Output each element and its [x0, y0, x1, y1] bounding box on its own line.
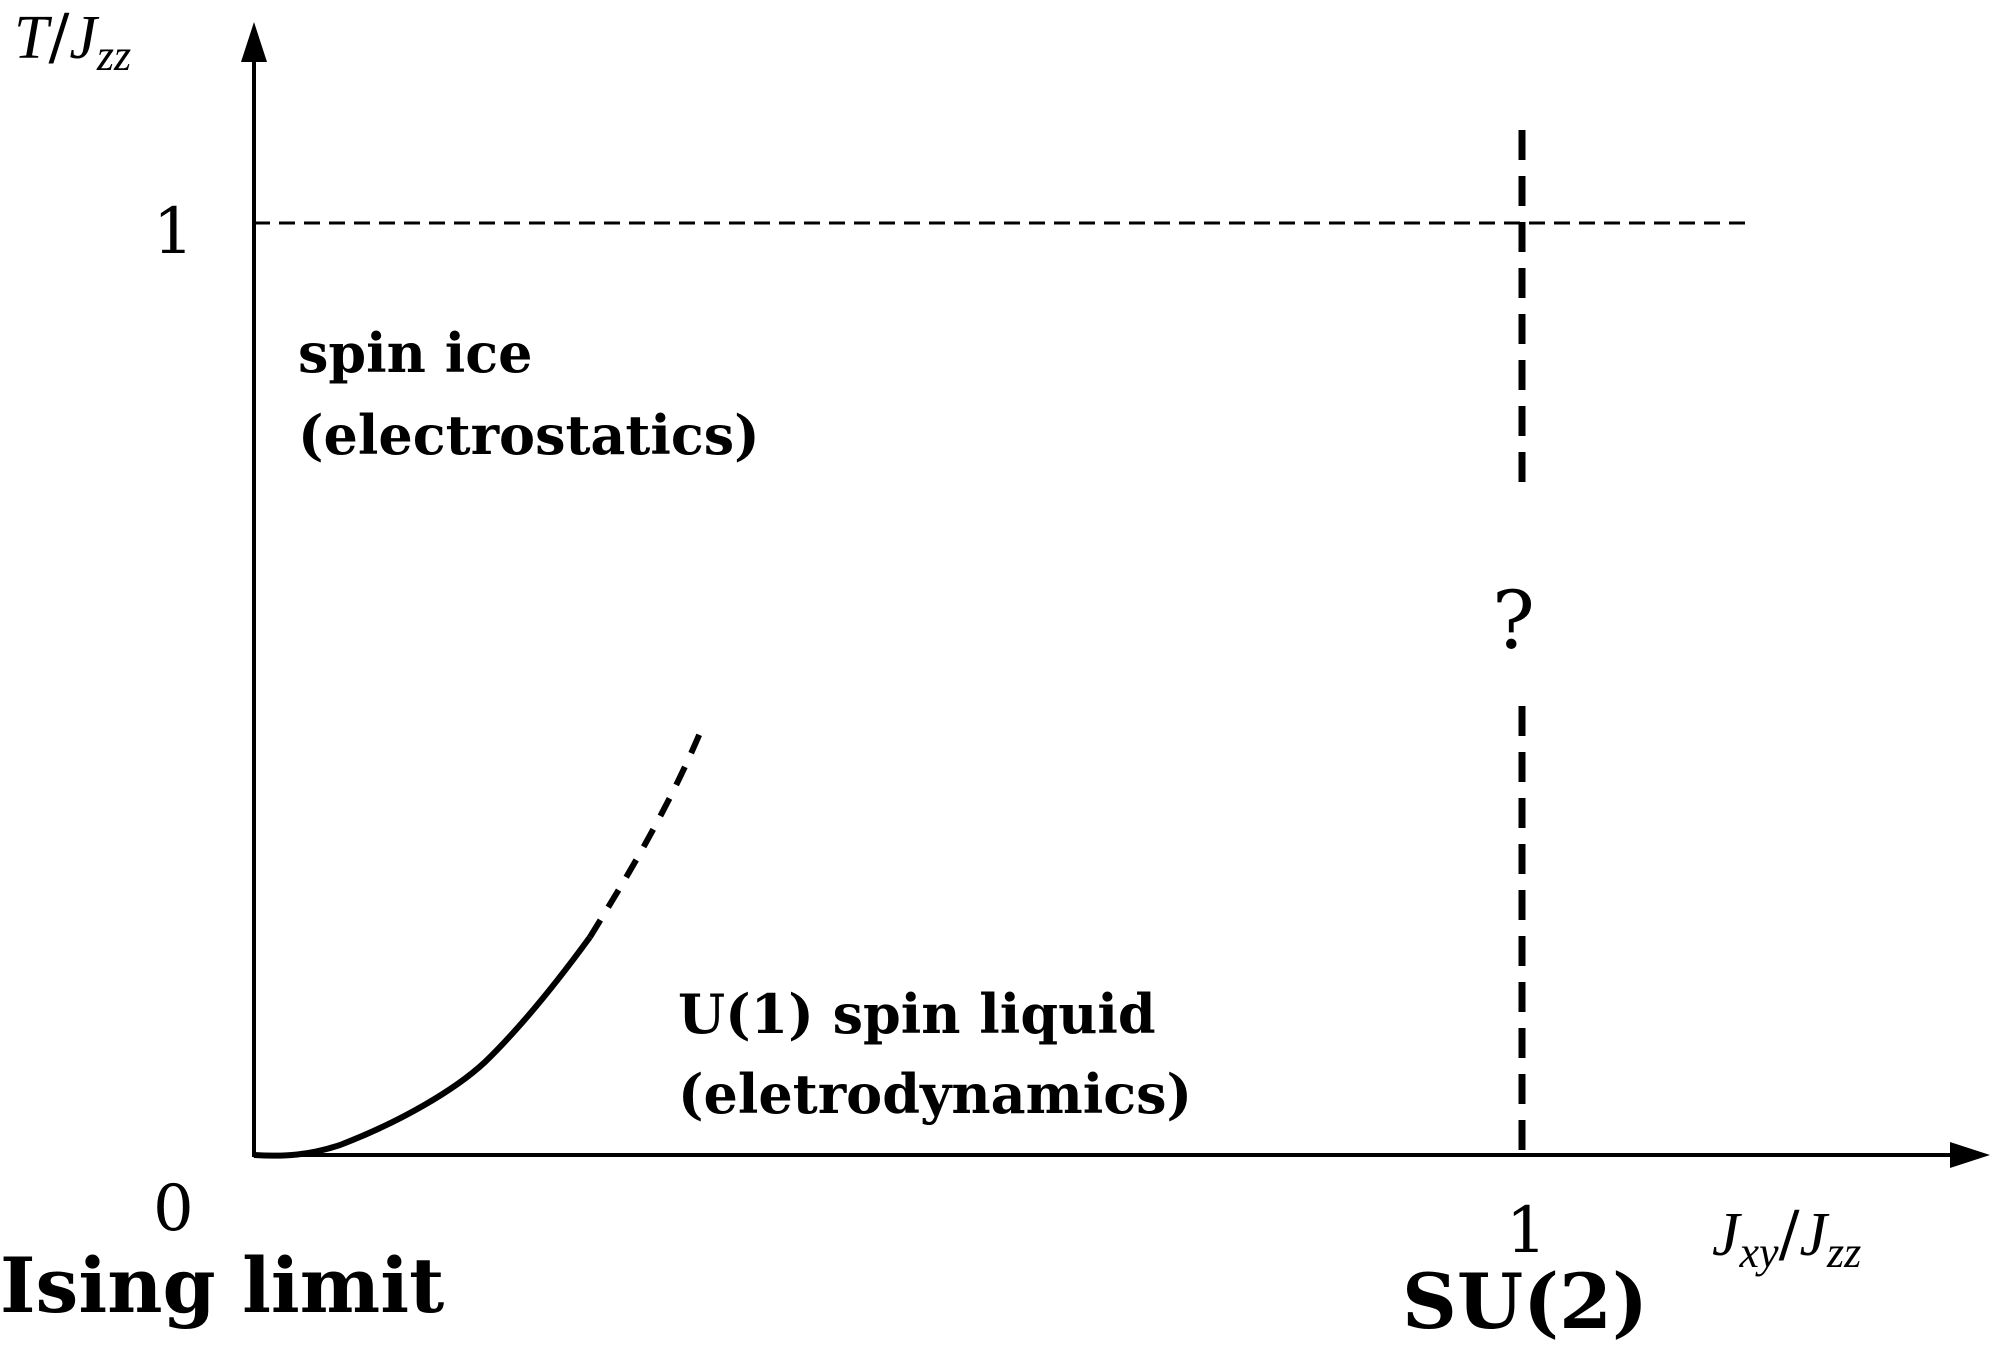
spin-liquid-label: U(1) spin liquid: [678, 982, 1156, 1046]
transition-curve-solid: [253, 935, 593, 1159]
su2-limit-label: SU(2): [1402, 1257, 1648, 1346]
y-tick-label: 1: [153, 195, 194, 269]
y-axis-label: T/Jzz: [14, 0, 131, 80]
transition-curve-dashed: [587, 731, 703, 939]
x-tick-label: 1: [1506, 1194, 1547, 1268]
spin-liquid-sublabel: (eletrodynamics): [678, 1062, 1192, 1126]
x-axis-arrow: [1950, 1142, 1990, 1168]
x-axis-label: Jxy/Jzz: [1712, 1197, 1861, 1277]
spin-ice-label: spin ice: [298, 321, 532, 385]
spin-ice-sublabel: (electrostatics): [298, 403, 760, 467]
ising-limit-label: Ising limit: [0, 1241, 444, 1330]
y-axis-arrow: [241, 22, 267, 62]
unknown-region-mark: ?: [1492, 574, 1535, 667]
origin-tick-label: 0: [153, 1172, 194, 1246]
